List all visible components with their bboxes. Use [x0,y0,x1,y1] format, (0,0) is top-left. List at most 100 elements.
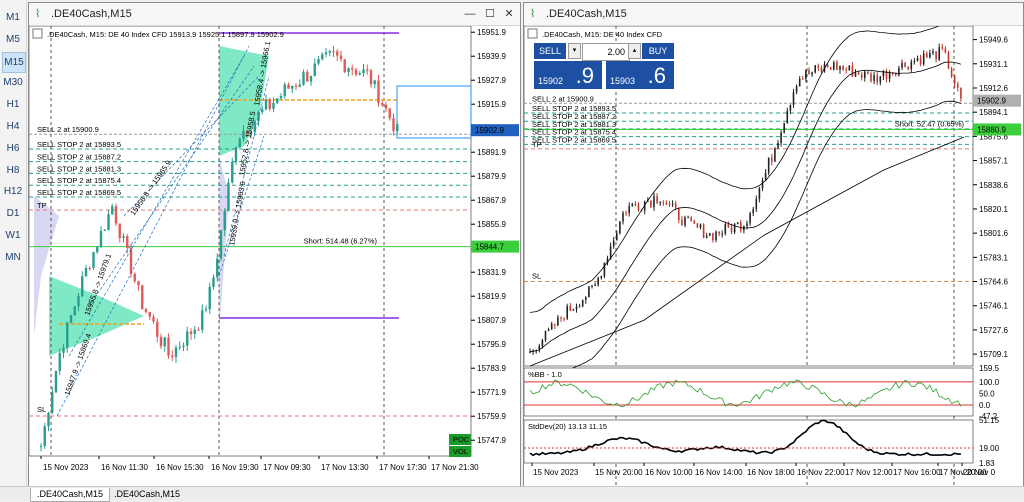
candle [910,61,913,70]
price-tick-label: 15912.6 [979,84,1008,93]
sell-stop-label: SELL STOP 2 at 15887.2 [37,153,121,162]
price-tick-label: 15759.9 [477,412,506,421]
candle [907,66,909,70]
candle [879,76,882,83]
candle [197,329,200,331]
candle [88,267,91,269]
minimize-icon[interactable]: — [464,8,476,20]
current-price-tag [973,94,1021,107]
candle [901,62,903,68]
buy-button[interactable]: BUY [642,43,674,59]
candle [163,337,166,347]
sell-button[interactable]: SELL [534,43,566,59]
short-label: Short: 52.47 (0.65%) [895,119,965,128]
timeframe-h8[interactable]: H8 [6,164,20,176]
sl-label: SL [532,271,541,280]
candle [51,392,54,413]
timeframe-mn[interactable]: MN [5,251,21,263]
candle [718,231,720,234]
candle [591,285,593,287]
candle [566,306,568,319]
candle [216,258,219,278]
bb-tick-label: 50.0 [979,389,995,398]
candle [144,309,148,312]
candle [373,80,376,85]
candle [396,124,399,132]
ask-price-pips: .6 [647,63,666,88]
timeframe-m1[interactable]: M1 [6,12,20,23]
price-tick-label: 15709.1 [979,350,1008,359]
candle [309,76,313,82]
chart-info: .DE40Cash, M15: DE 40 Index CFD [542,30,663,39]
bid-price-box[interactable]: 15902 .9 [534,61,602,89]
candle [740,222,742,231]
bid-price-pips: .9 [575,63,594,88]
timeframe-h12[interactable]: H12 [3,186,23,198]
window-title: .DE40Cash,M15 [51,8,132,20]
candle [529,351,531,353]
volume-profile [219,156,229,336]
candle [332,51,335,53]
price-tick-label: 15820.1 [979,205,1008,214]
candle [612,240,615,247]
chart-tab-2[interactable]: .DE40Cash,M15 [114,489,181,499]
candle [347,68,350,73]
maximize-icon[interactable]: ☐ [485,8,495,20]
price-chart-left[interactable]: 15951.915939.915927.915915.915903.915891… [29,26,520,486]
timeframe-m30[interactable]: M30 [3,77,23,89]
sl-label: SL [37,405,46,414]
bb-middle [529,61,962,353]
lot-size-input[interactable] [582,43,630,61]
candle [186,331,189,346]
short-price-tag [973,123,1021,136]
candle [867,71,869,74]
candle [802,78,804,80]
timeframe-m5[interactable]: M5 [6,33,20,45]
candle [659,202,661,204]
candle [550,323,553,330]
candle [302,71,305,85]
moving-average [529,136,965,367]
trend-projection [123,75,260,217]
candle [39,446,43,448]
chart-icon: ⌇ [35,8,41,20]
sell-label: SELL 2 at 15900.9 [532,94,594,103]
window-titlebar[interactable]: ⌇ .DE40Cash,M15 — ☐ ✕ [29,3,520,26]
timeframe-w1[interactable]: W1 [5,230,21,241]
candle [891,72,894,74]
price-tick-label: 15951.9 [477,28,506,37]
close-icon[interactable]: ✕ [504,8,514,20]
candle [156,321,159,337]
stddev-line [529,419,961,457]
short-price-label: 15880.9 [977,125,1006,134]
timeframe-h1[interactable]: H1 [6,99,20,111]
time-label: 16 Nov 15:30 [156,463,204,472]
timeframe-h6[interactable]: H6 [6,142,20,154]
ask-price-box[interactable]: 15903 .6 [606,61,674,89]
candle [167,337,170,356]
candle [888,72,891,79]
candle [141,285,144,310]
candle [898,67,900,76]
lot-increase-button[interactable]: ▴ [628,43,641,59]
price-chart-right[interactable]: 15949.6 15931.1 15912.6 15894.1 15875.6 15857… [524,26,1023,486]
candle [283,84,286,96]
candle [81,276,84,297]
timeframe-d1[interactable]: D1 [6,208,20,220]
window-titlebar[interactable]: ⌇ .DE40Cash,M15 [524,3,1023,26]
timeframe-m15[interactable]: M15 [2,51,26,73]
chart-window-left: ⌇ .DE40Cash,M15 — ☐ ✕ 15951.9 15939.9 1592… [28,2,521,487]
bb-tick-label: -47.2 [979,412,998,421]
lot-decrease-button[interactable]: ▾ [568,43,581,59]
candle [606,258,609,263]
trend-projection [56,45,250,417]
candle [268,99,271,109]
sell-label: SELL 2 at 15900.9 [37,125,99,134]
timeframe-h4[interactable]: H4 [6,121,20,132]
price-tick-label: 15894.1 [979,108,1008,117]
candle [749,213,751,224]
bid-price-main: 15902 [538,76,564,86]
candle [712,233,714,241]
candle [171,355,174,357]
candle [860,74,863,78]
